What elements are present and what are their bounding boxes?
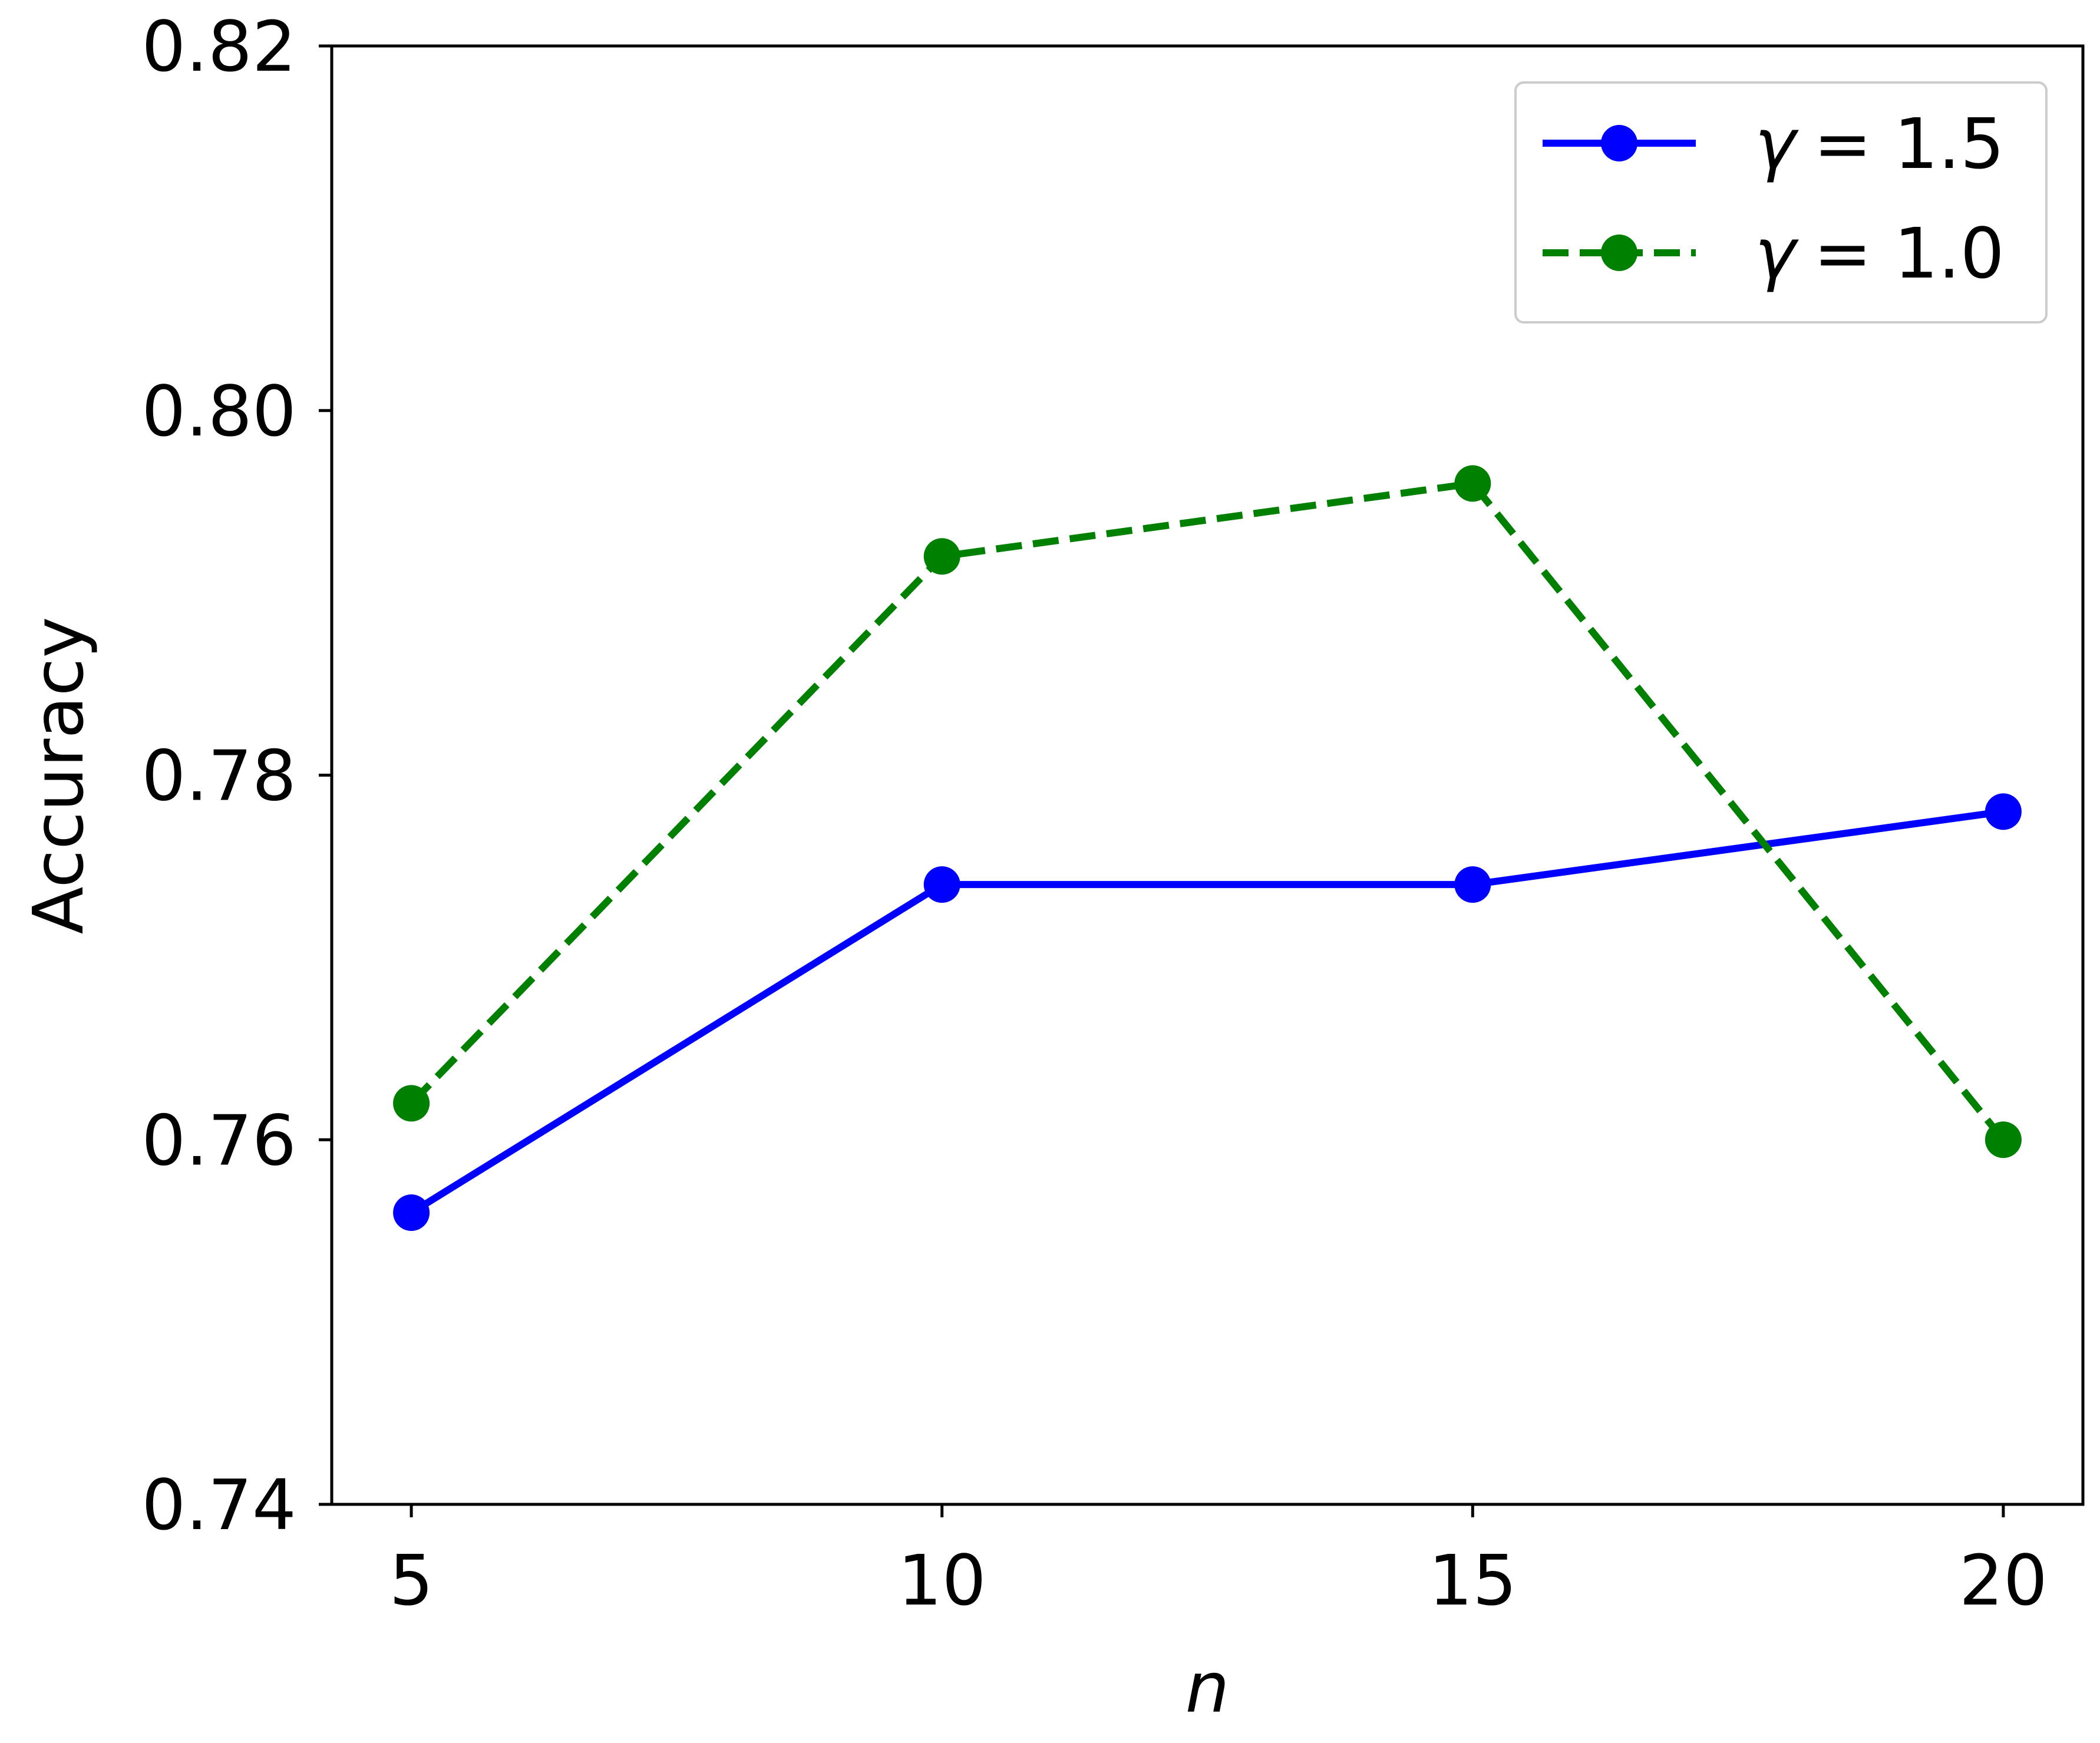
data-point bbox=[1454, 465, 1491, 502]
x-tick-label: 5 bbox=[389, 1540, 434, 1621]
legend-label: γ = 1.5 bbox=[1755, 103, 2005, 184]
x-axis-ticks: 5 10 15 20 bbox=[389, 1504, 2048, 1621]
data-point bbox=[923, 866, 960, 903]
series-1 bbox=[393, 793, 2022, 1231]
data-point bbox=[1985, 1121, 2022, 1158]
legend-marker bbox=[1601, 235, 1637, 271]
y-axis-ticks: 0.74 0.76 0.78 0.80 0.82 bbox=[141, 6, 332, 1546]
legend-items: γ = 1.5γ = 1.0 bbox=[1543, 103, 2005, 294]
x-tick-label: 10 bbox=[898, 1540, 986, 1621]
legend-symbol: γ bbox=[1755, 213, 1799, 294]
legend: γ = 1.5γ = 1.0 bbox=[1514, 81, 2048, 323]
plot-area-frame bbox=[330, 44, 2085, 1506]
y-tick-label: 0.78 bbox=[141, 735, 296, 817]
legend-marker bbox=[1601, 125, 1637, 161]
legend-label: γ = 1.0 bbox=[1755, 213, 2005, 294]
y-axis-title: Accuracy bbox=[18, 617, 99, 935]
y-tick-label: 0.74 bbox=[141, 1464, 296, 1546]
series-line bbox=[408, 480, 2006, 1143]
data-point bbox=[923, 538, 960, 575]
data-point bbox=[1985, 793, 2022, 830]
x-axis-title: n bbox=[1186, 1647, 1230, 1728]
series-2 bbox=[393, 465, 2022, 1158]
legend-item: γ = 1.5 bbox=[1543, 103, 2005, 184]
data-point bbox=[1454, 866, 1491, 903]
data-point bbox=[393, 1085, 430, 1122]
y-tick-label: 0.80 bbox=[141, 371, 296, 452]
legend-symbol: γ bbox=[1755, 103, 1799, 184]
x-tick-label: 20 bbox=[1959, 1540, 2048, 1621]
data-point bbox=[393, 1194, 430, 1231]
legend-item: γ = 1.0 bbox=[1543, 213, 2005, 294]
y-tick-label: 0.76 bbox=[141, 1100, 296, 1181]
legend-value: = 1.5 bbox=[1814, 103, 2005, 184]
x-tick-label: 15 bbox=[1428, 1540, 1517, 1621]
legend-value: = 1.0 bbox=[1814, 213, 2005, 294]
series-layer bbox=[393, 465, 2022, 1231]
y-tick-label: 0.82 bbox=[141, 6, 296, 87]
series-line bbox=[409, 808, 2004, 1216]
